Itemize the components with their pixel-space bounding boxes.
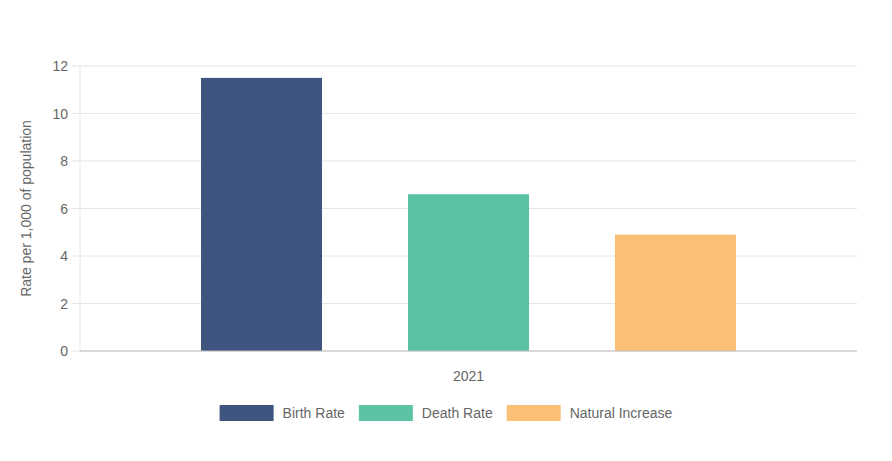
grid-line <box>80 113 857 114</box>
tick-mark <box>72 66 80 67</box>
tick-mark <box>72 303 80 304</box>
bar <box>201 78 322 351</box>
legend-label: Death Rate <box>422 405 493 421</box>
bar <box>408 194 529 351</box>
y-axis-label: Rate per 1,000 of population <box>18 120 34 297</box>
y-tick-label: 10 <box>52 106 68 122</box>
y-tick-label: 6 <box>60 201 68 217</box>
tick-mark <box>72 351 80 352</box>
tick-mark <box>72 256 80 257</box>
grid-line <box>80 66 857 67</box>
x-tick-label: 2021 <box>453 368 484 384</box>
legend-swatch <box>220 405 274 421</box>
legend-swatch <box>359 405 413 421</box>
tick-mark <box>72 113 80 114</box>
legend-label: Natural Increase <box>570 405 673 421</box>
chart: 0 2 4 6 8 10 12 Rate per 1,000 of population 202… <box>0 0 892 461</box>
grid-line <box>80 351 857 352</box>
x-axis-line <box>80 351 857 352</box>
y-tick-label: 2 <box>60 296 68 312</box>
bar <box>615 235 736 351</box>
y-tick-label: 8 <box>60 153 68 169</box>
y-tick-label: 0 <box>60 343 68 359</box>
grid-line <box>80 161 857 162</box>
y-tick-label: 12 <box>52 58 68 74</box>
tick-mark <box>72 208 80 209</box>
tick-mark <box>72 161 80 162</box>
legend-swatch <box>507 405 561 421</box>
y-axis-line <box>80 66 81 351</box>
y-tick-label: 4 <box>60 248 68 264</box>
legend: Birth Rate Death Rate Natural Increase <box>220 405 673 421</box>
legend-label: Birth Rate <box>283 405 345 421</box>
bars <box>201 78 736 351</box>
